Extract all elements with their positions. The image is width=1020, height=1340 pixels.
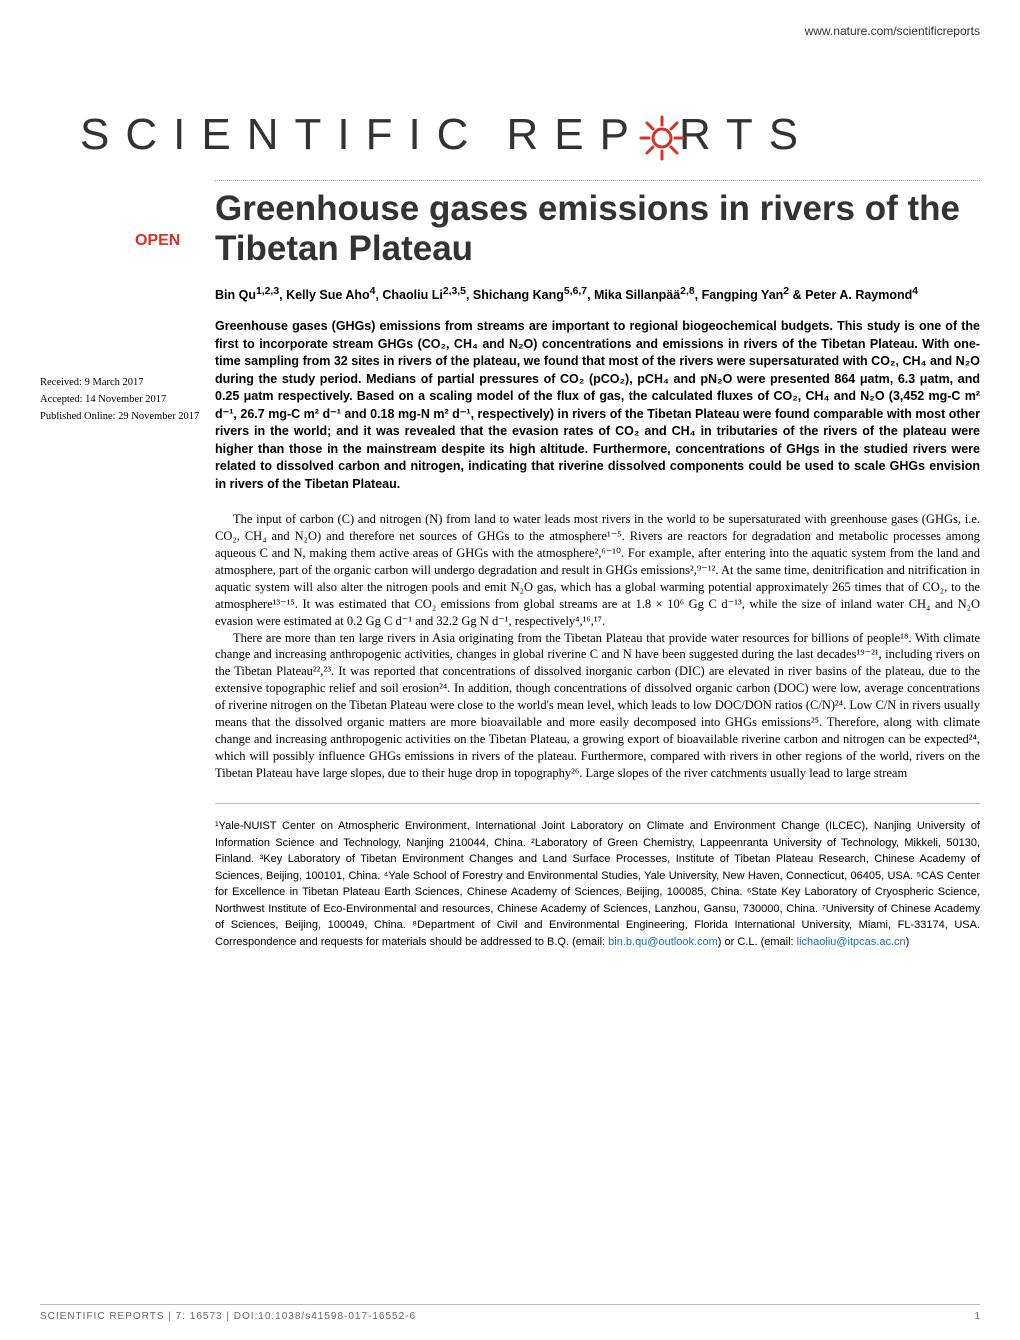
received-date: Received: 9 March 2017 bbox=[40, 375, 210, 392]
publication-info: Received: 9 March 2017 Accepted: 14 Nove… bbox=[40, 375, 210, 425]
logo-text-1: SCIENTIFIC bbox=[80, 110, 484, 160]
body-text: The input of carbon (C) and nitrogen (N)… bbox=[215, 511, 980, 781]
email-link-2[interactable]: lichaoliu@itpcas.ac.cn bbox=[797, 936, 906, 948]
footer-citation: SCIENTIFIC REPORTS | 7: 16573 | DOI:10.1… bbox=[40, 1311, 416, 1322]
affiliations-text-3: ) bbox=[906, 936, 910, 948]
affiliations-text-2: ) or C.L. (email: bbox=[718, 936, 797, 948]
divider bbox=[215, 180, 980, 181]
abstract: Greenhouse gases (GHGs) emissions from s… bbox=[215, 318, 980, 493]
accepted-date: Accepted: 14 November 2017 bbox=[40, 392, 210, 409]
title-section: Greenhouse gases emissions in rivers of … bbox=[215, 189, 980, 304]
paragraph-1: The input of carbon (C) and nitrogen (N)… bbox=[215, 511, 980, 629]
email-link-1[interactable]: bin.b.qu@outlook.com bbox=[608, 936, 718, 948]
page-number: 1 bbox=[974, 1311, 980, 1322]
journal-logo: SCIENTIFIC REP bbox=[80, 110, 980, 160]
published-date: Published Online: 29 November 2017 bbox=[40, 409, 210, 426]
author-list: Bin Qu1,2,3, Kelly Sue Aho4, Chaoliu Li2… bbox=[215, 284, 980, 305]
article-title: Greenhouse gases emissions in rivers of … bbox=[215, 189, 980, 270]
gear-icon bbox=[637, 113, 687, 163]
affiliations: ¹Yale-NUIST Center on Atmospheric Enviro… bbox=[215, 803, 980, 950]
paragraph-2: There are more than ten large rivers in … bbox=[215, 630, 980, 782]
logo-text-3: RTS bbox=[679, 110, 814, 160]
logo-text-2: REP bbox=[506, 110, 644, 160]
affiliations-text: ¹Yale-NUIST Center on Atmospheric Enviro… bbox=[215, 820, 980, 948]
header-url: www.nature.com/scientificreports bbox=[805, 24, 980, 38]
page-footer: SCIENTIFIC REPORTS | 7: 16573 | DOI:10.1… bbox=[40, 1304, 980, 1322]
open-access-badge: OPEN bbox=[135, 232, 180, 250]
